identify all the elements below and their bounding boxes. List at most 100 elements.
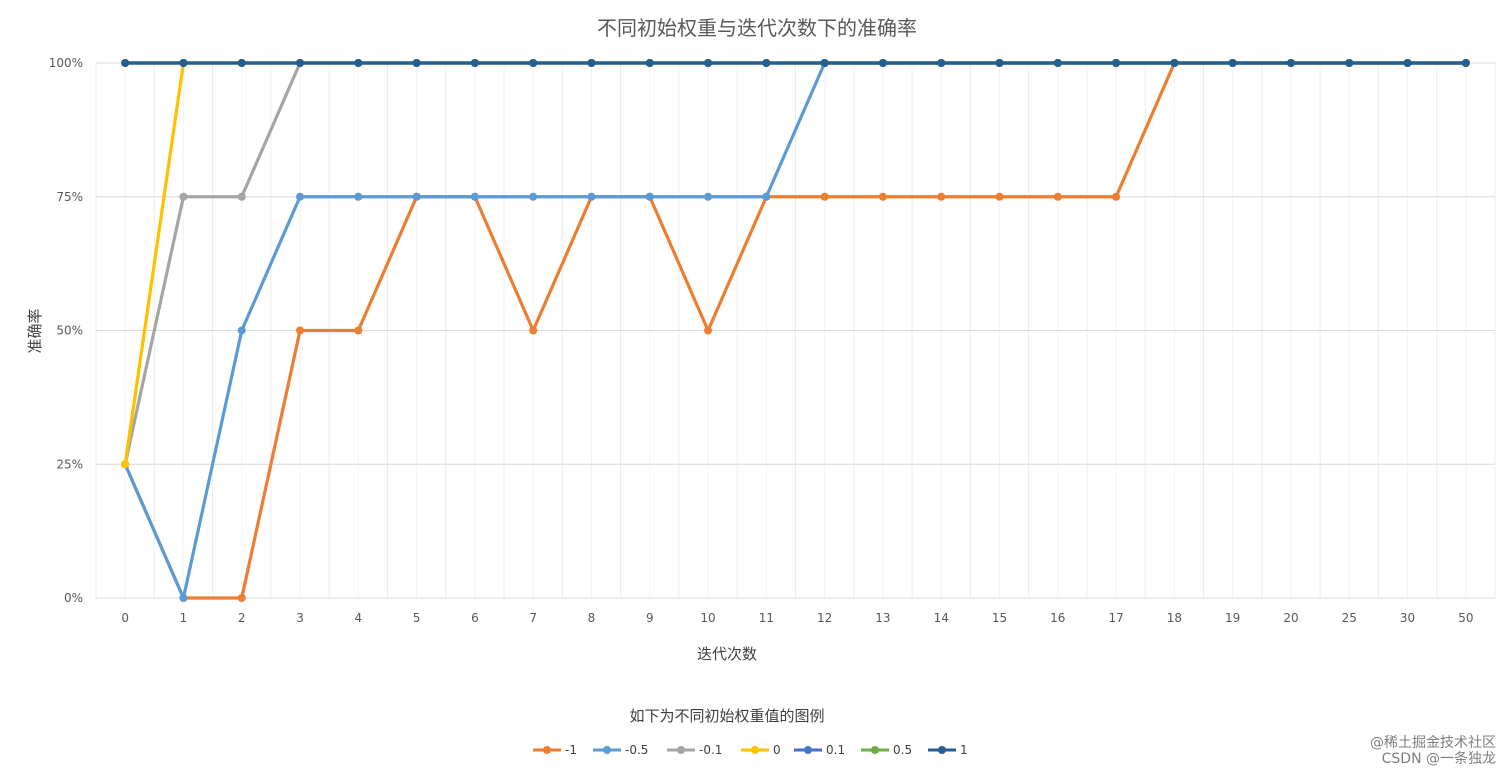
data-point xyxy=(704,192,713,201)
x-tick-label: 12 xyxy=(817,611,832,625)
legend-item: -0.5 xyxy=(593,743,648,757)
legend-item: -1 xyxy=(533,743,577,757)
series-layer xyxy=(121,59,1470,602)
x-tick-label: 13 xyxy=(875,611,890,625)
legend-swatch-marker xyxy=(751,746,759,754)
data-point xyxy=(296,326,305,335)
legend-label: -1 xyxy=(565,743,577,757)
data-point xyxy=(529,192,538,201)
x-tick-label: 3 xyxy=(296,611,304,625)
y-axis-title: 准确率 xyxy=(26,308,44,353)
x-tick-label: 15 xyxy=(992,611,1007,625)
data-point xyxy=(237,326,246,335)
x-axis-ticks: 0 1 2 3 4 5 6 7 8 9 10 11 12 13 14 15 16 17 18 19 20 25 30 50 xyxy=(121,611,1473,625)
data-point xyxy=(237,594,246,602)
legend-item: 1 xyxy=(928,743,968,757)
legend-swatch-marker xyxy=(804,746,812,754)
data-point xyxy=(354,192,363,201)
y-tick-label: 75% xyxy=(56,190,83,204)
watermark-juejin: @稀土掘金技术社区 xyxy=(1370,735,1496,751)
x-tick-label: 16 xyxy=(1050,611,1065,625)
data-point xyxy=(995,59,1004,67)
legend-swatch-marker xyxy=(543,746,551,754)
legend: -1 -0.5 -0.1 0 0.1 0.5 1 xyxy=(533,743,968,757)
data-point xyxy=(354,326,363,335)
legend-swatch-marker xyxy=(871,746,879,754)
data-point xyxy=(1053,192,1062,201)
data-point xyxy=(179,59,188,67)
data-point xyxy=(1112,192,1121,201)
x-tick-label: 50 xyxy=(1458,611,1473,625)
x-tick-label: 25 xyxy=(1342,611,1357,625)
data-point xyxy=(878,59,887,67)
data-point xyxy=(412,59,421,67)
legend-item: 0.5 xyxy=(861,743,912,757)
legend-item: -0.1 xyxy=(667,743,722,757)
series-6 xyxy=(121,59,1470,67)
data-point xyxy=(878,192,887,201)
grid xyxy=(95,62,1496,599)
x-tick-label: 9 xyxy=(646,611,654,625)
legend-label: -0.5 xyxy=(625,743,648,757)
watermark-csdn: CSDN @一条独龙 xyxy=(1382,750,1496,767)
x-tick-label: 0 xyxy=(121,611,129,625)
y-tick-label: 0% xyxy=(64,591,83,605)
data-point xyxy=(1403,59,1412,67)
legend-label: 0 xyxy=(773,743,781,757)
legend-label: 1 xyxy=(960,743,968,757)
data-point xyxy=(121,460,130,469)
data-point xyxy=(704,326,713,335)
data-point xyxy=(121,59,130,67)
x-tick-label: 2 xyxy=(238,611,246,625)
data-point xyxy=(645,59,654,67)
data-point xyxy=(820,59,829,67)
data-point xyxy=(762,59,771,67)
data-point xyxy=(820,192,829,201)
x-tick-label: 8 xyxy=(588,611,596,625)
data-point xyxy=(237,192,246,201)
legend-swatch-marker xyxy=(938,746,946,754)
data-point xyxy=(1461,59,1470,67)
x-tick-label: 20 xyxy=(1283,611,1298,625)
legend-caption: 如下为不同初始权重值的图例 xyxy=(629,707,824,725)
data-point xyxy=(1170,59,1179,67)
data-point xyxy=(645,192,654,201)
data-point xyxy=(179,192,188,201)
data-point xyxy=(470,192,479,201)
y-tick-label: 50% xyxy=(56,324,83,338)
data-point xyxy=(587,59,596,67)
x-tick-label: 10 xyxy=(700,611,715,625)
data-point xyxy=(529,326,538,335)
x-tick-label: 11 xyxy=(759,611,774,625)
data-point xyxy=(354,59,363,67)
data-point xyxy=(529,59,538,67)
x-tick-label: 7 xyxy=(529,611,537,625)
y-axis-ticks: 0% 25% 50% 75% 100% xyxy=(49,56,83,605)
legend-label: 0.1 xyxy=(826,743,845,757)
data-point xyxy=(296,192,305,201)
x-tick-label: 30 xyxy=(1400,611,1415,625)
legend-item: 0.1 xyxy=(794,743,845,757)
data-point xyxy=(995,192,1004,201)
legend-item: 0 xyxy=(741,743,781,757)
series-line xyxy=(123,61,186,466)
x-tick-label: 5 xyxy=(413,611,421,625)
data-point xyxy=(1112,59,1121,67)
data-point xyxy=(937,192,946,201)
data-point xyxy=(1228,59,1237,67)
x-tick-label: 6 xyxy=(471,611,479,625)
data-point xyxy=(1345,59,1354,67)
data-point xyxy=(762,192,771,201)
x-tick-label: 4 xyxy=(354,611,362,625)
data-point xyxy=(470,59,479,67)
data-point xyxy=(179,594,188,602)
legend-swatch-marker xyxy=(603,746,611,754)
x-tick-label: 17 xyxy=(1108,611,1123,625)
legend-label: -0.1 xyxy=(699,743,722,757)
data-point xyxy=(296,59,305,67)
x-tick-label: 14 xyxy=(934,611,949,625)
y-tick-label: 25% xyxy=(56,457,83,471)
data-point xyxy=(1286,59,1295,67)
x-tick-label: 18 xyxy=(1167,611,1182,625)
